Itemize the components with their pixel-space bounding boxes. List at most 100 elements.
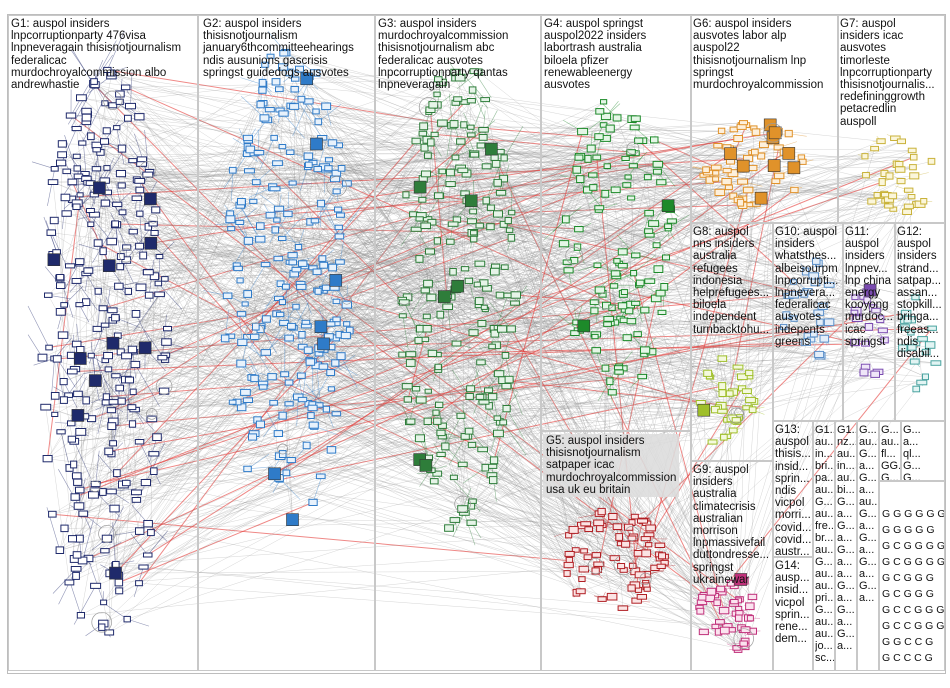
node-g2 [278, 144, 287, 150]
node-g2 [334, 206, 343, 213]
node-g6 [722, 167, 732, 174]
group-label-g12: G12: auspol insiders strand... satpap...… [897, 226, 942, 361]
node-g9 [706, 587, 717, 596]
node-g1 [94, 287, 102, 295]
node-g11 [851, 294, 859, 301]
node-g1 [87, 132, 95, 141]
node-g2 [308, 421, 319, 429]
node-g3 [414, 434, 425, 443]
node-g4 [634, 137, 644, 144]
node-g1 [51, 411, 59, 417]
node-g2 [261, 61, 269, 68]
group-box-g14: G14: ausp... insid... vicpol sprin... re… [773, 557, 813, 671]
node-g3 [405, 351, 417, 358]
node-g4 [630, 115, 641, 122]
node-g1 [92, 147, 101, 153]
node-g3 [495, 291, 505, 299]
node-g1 [127, 404, 137, 411]
node-g1 [67, 178, 78, 186]
node-g1 [148, 451, 160, 457]
node-g9 [745, 602, 755, 611]
node-g7 [909, 164, 917, 171]
node-g10 [817, 302, 828, 311]
node-g1 [123, 615, 131, 623]
avatar-node-g1 [89, 374, 102, 387]
node-g2 [332, 188, 341, 195]
node-g1 [42, 455, 53, 463]
node-g11 [850, 309, 859, 315]
node-g4 [608, 304, 616, 311]
node-g1 [73, 165, 81, 172]
node-g3 [420, 222, 431, 229]
node-g2 [286, 457, 296, 464]
group-label-g5: G5: auspol insiders thisisnotjournalism … [543, 434, 680, 498]
group-box-g11: G11: auspol insiders lnpnev... lnp china… [843, 223, 895, 421]
node-g1 [109, 504, 120, 513]
node-g9 [718, 606, 730, 615]
node-g9 [746, 615, 754, 622]
node-g4 [650, 136, 659, 144]
node-g2 [343, 321, 351, 327]
group-label-g9: G9: auspol insiders australia climatecri… [693, 464, 770, 586]
node-g2 [332, 316, 341, 323]
node-g1 [77, 556, 88, 565]
node-g10 [801, 267, 810, 276]
node-g5 [640, 536, 651, 542]
node-g1 [44, 292, 53, 298]
node-g4 [617, 263, 628, 269]
node-g3 [438, 168, 447, 175]
node-g1 [154, 291, 165, 298]
node-g3 [493, 210, 503, 218]
node-g1 [55, 308, 66, 316]
node-g4 [637, 373, 647, 380]
node-g3 [402, 191, 410, 199]
node-g1 [73, 390, 83, 398]
node-g6 [702, 166, 710, 174]
node-g3 [474, 297, 484, 306]
node-g3 [484, 387, 494, 394]
node-g3 [465, 393, 474, 400]
node-g1 [111, 220, 120, 228]
self-loop [103, 90, 123, 110]
node-g4 [609, 283, 619, 289]
node-g3 [433, 91, 441, 98]
node-g2 [324, 157, 333, 163]
node-g10 [813, 309, 825, 316]
node-g2 [264, 107, 275, 113]
node-g1 [121, 84, 131, 91]
node-g10 [812, 257, 821, 265]
node-g4 [595, 108, 605, 115]
node-g9 [716, 585, 726, 593]
avatar-node-g8 [697, 403, 711, 417]
node-g10 [819, 334, 830, 343]
node-g2 [328, 263, 338, 272]
node-g4 [601, 364, 610, 372]
node-g12 [912, 385, 921, 393]
node-g4 [621, 155, 630, 161]
node-g1 [150, 230, 159, 236]
avatar-node-g1 [93, 181, 106, 195]
node-g2 [275, 86, 284, 93]
node-g4 [640, 306, 650, 314]
node-g4 [620, 289, 629, 296]
node-g1 [68, 535, 77, 543]
node-g2 [291, 76, 300, 82]
node-g2 [250, 374, 259, 383]
node-g7 [910, 153, 918, 161]
group-box-g16: G1... nz... au... in... au... bi... G...… [835, 421, 857, 671]
node-g1 [40, 403, 52, 411]
node-g5 [593, 561, 605, 567]
node-g4 [562, 215, 570, 224]
node-g5 [612, 523, 623, 530]
node-g2 [289, 103, 300, 110]
node-g1 [75, 486, 85, 494]
node-g9 [698, 593, 707, 601]
node-g3 [470, 230, 478, 236]
node-g1 [152, 433, 162, 441]
node-g7 [896, 178, 906, 185]
node-g7 [876, 138, 886, 145]
node-g7 [870, 145, 880, 152]
node-g3 [475, 393, 485, 400]
self-loop [728, 407, 745, 424]
node-g7 [890, 135, 901, 141]
